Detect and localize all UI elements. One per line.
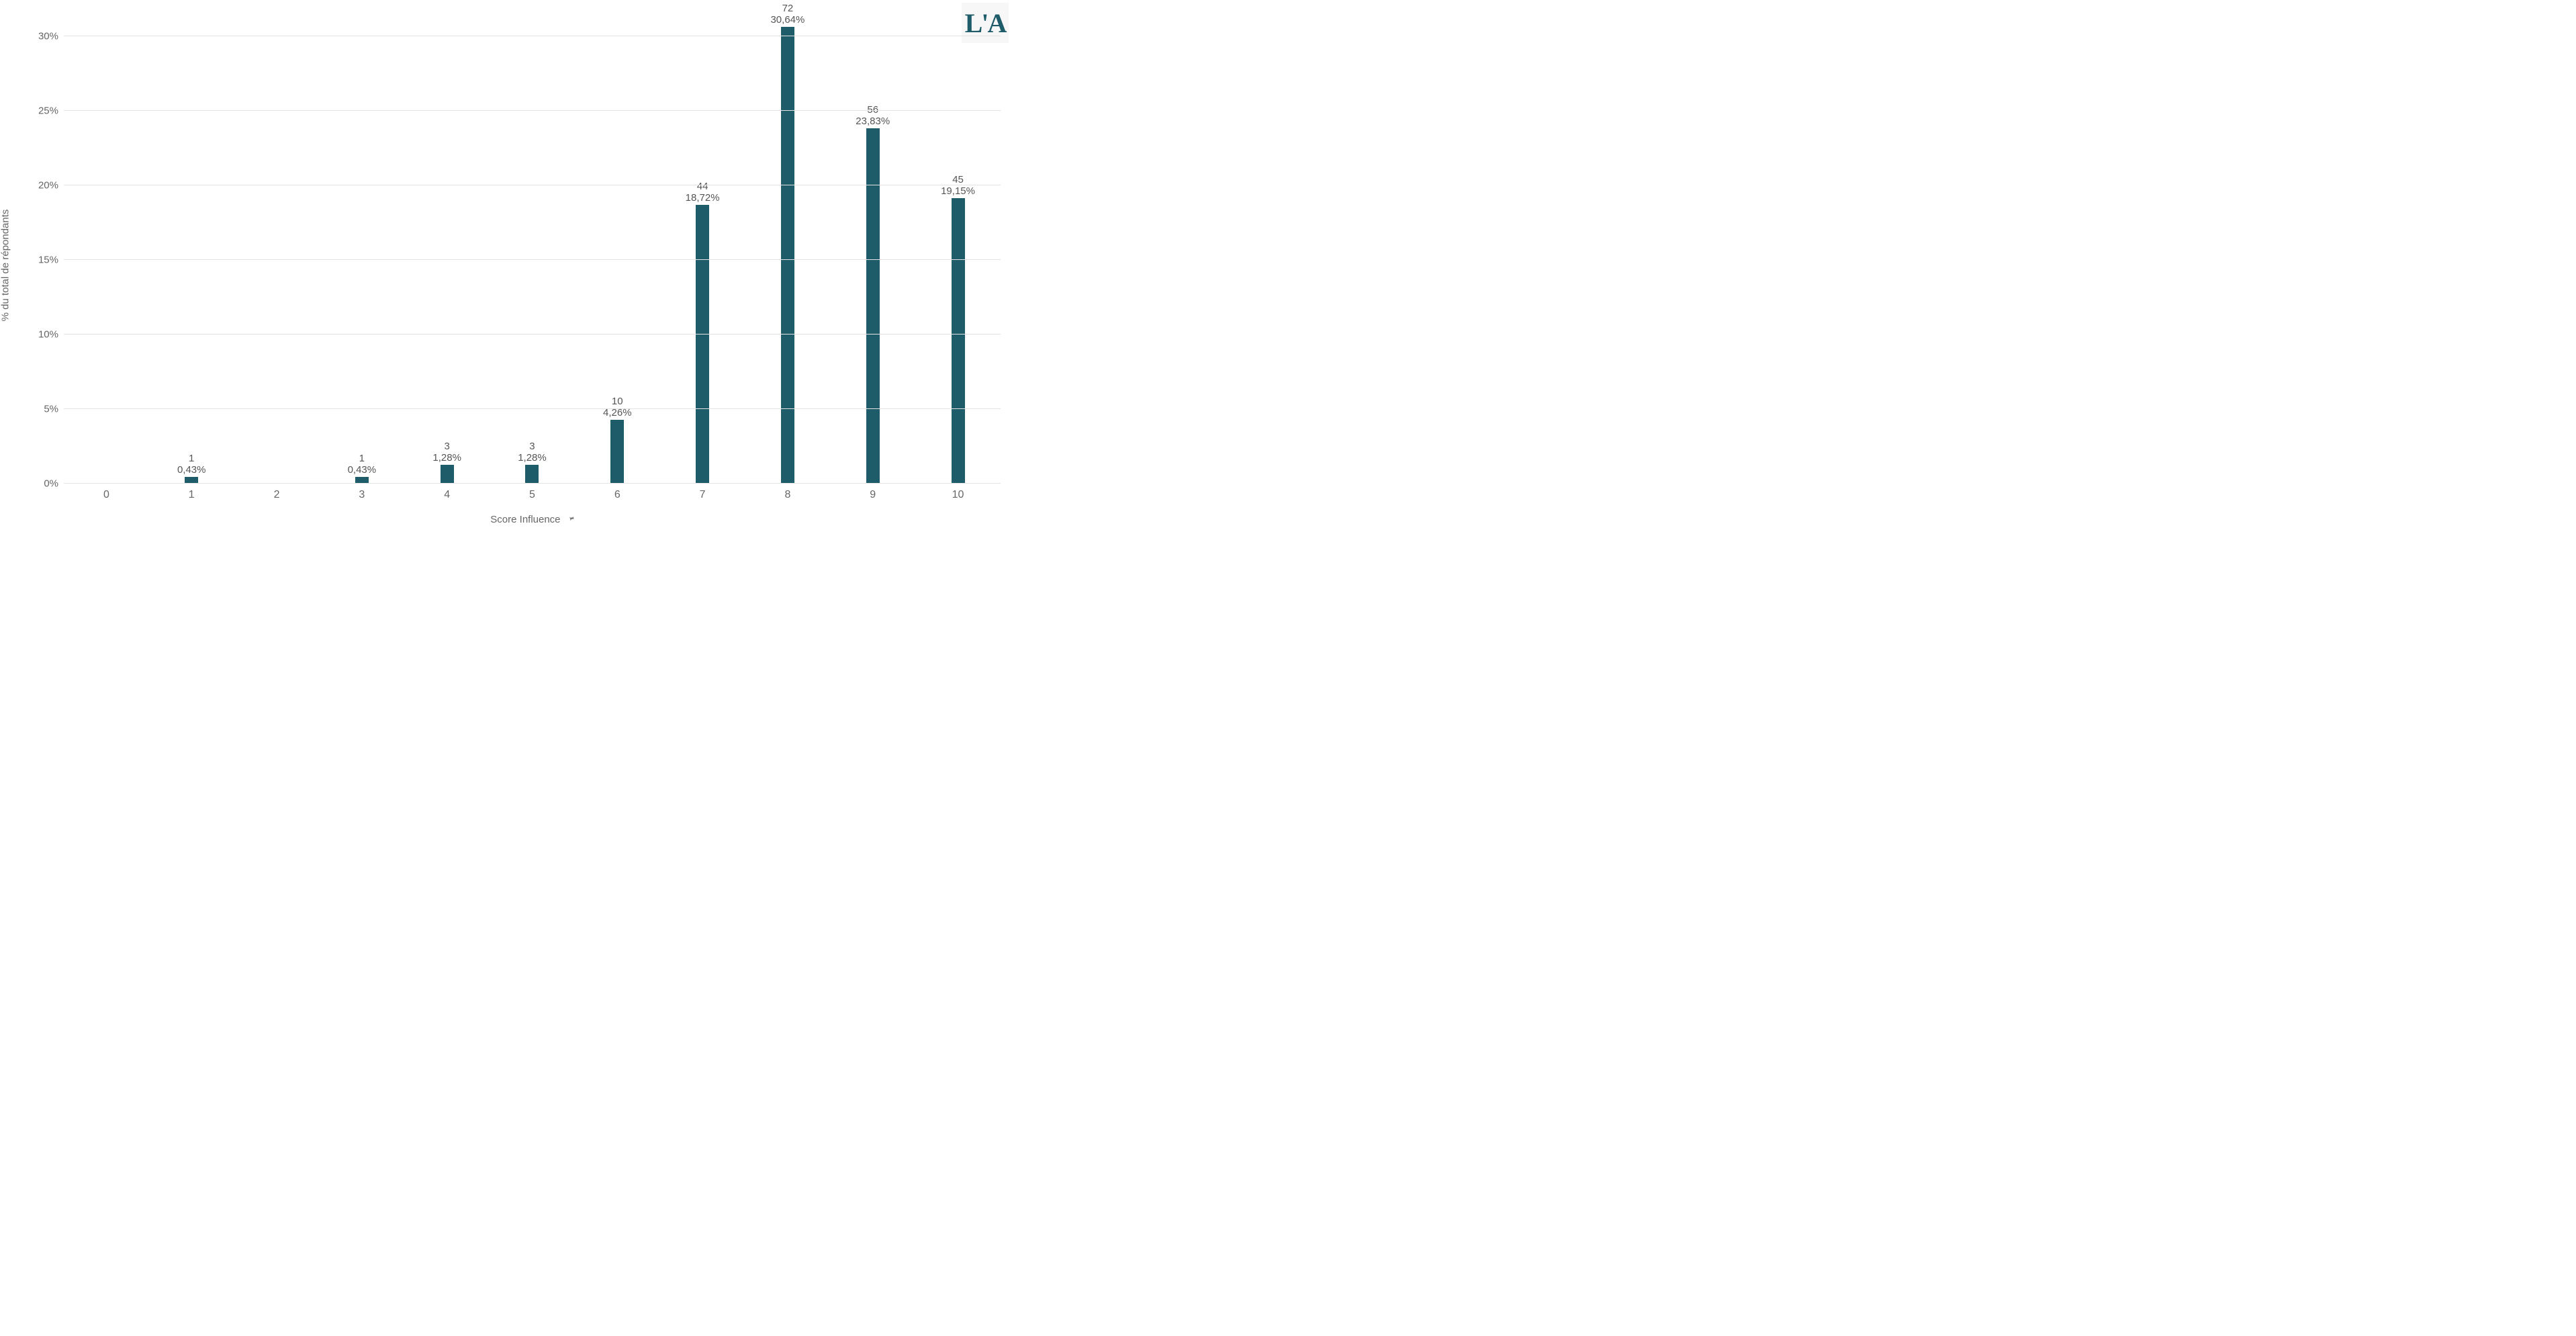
- plot-area: 010,43%1210,43%331,28%431,28%5104,26%644…: [64, 7, 1001, 484]
- y-tick-label: 5%: [44, 404, 64, 415]
- bar-column: 4418,72%7: [660, 7, 745, 484]
- bar-column: 5623,83%9: [830, 7, 915, 484]
- bar-value-label: 10,43%: [348, 453, 377, 477]
- x-axis-label-wrap: Score Influence: [64, 514, 1001, 525]
- x-tick-label: 4: [444, 484, 450, 501]
- x-tick-label: 2: [274, 484, 280, 501]
- bar: 104,26%: [610, 420, 624, 484]
- bar: 4519,15%: [952, 198, 965, 484]
- y-axis-label: % du total de répondants: [0, 210, 11, 322]
- x-tick-label: 10: [952, 484, 964, 501]
- x-axis-label: Score Influence: [490, 514, 560, 525]
- grid-line: [64, 334, 1001, 335]
- grid-line: [64, 408, 1001, 409]
- bar-count-label: 44: [686, 181, 720, 192]
- x-tick-label: 3: [359, 484, 365, 501]
- y-tick-label: 20%: [38, 180, 64, 191]
- bar-count-label: 10: [603, 396, 632, 407]
- bar-value-label: 4519,15%: [941, 174, 975, 198]
- bar: 5623,83%: [866, 128, 880, 484]
- bar-pct-label: 1,28%: [432, 452, 461, 463]
- grid-line: [64, 110, 1001, 111]
- y-tick-label: 15%: [38, 255, 64, 266]
- chart-container: L'A % du total de répondants 010,43%1210…: [0, 0, 1014, 531]
- x-tick-label: 9: [870, 484, 876, 501]
- bar-pct-label: 18,72%: [686, 192, 720, 204]
- bar: 31,28%: [525, 465, 539, 484]
- x-tick-label: 6: [614, 484, 620, 501]
- bar-count-label: 1: [177, 453, 206, 464]
- bar-count-label: 1: [348, 453, 377, 464]
- bar-column: 2: [234, 7, 320, 484]
- y-tick-label: 25%: [38, 105, 64, 117]
- bar-pct-label: 0,43%: [177, 464, 206, 476]
- grid-line: [64, 483, 1001, 484]
- bar-columns: 010,43%1210,43%331,28%431,28%5104,26%644…: [64, 7, 1001, 484]
- bar-column: 10,43%1: [149, 7, 234, 484]
- bar-count-label: 3: [432, 441, 461, 452]
- bar-value-label: 7230,64%: [770, 3, 804, 27]
- bar-pct-label: 19,15%: [941, 185, 975, 197]
- bar-count-label: 72: [770, 3, 804, 14]
- bar-column: 104,26%6: [575, 7, 660, 484]
- x-tick-label: 5: [529, 484, 535, 501]
- bar-value-label: 31,28%: [432, 441, 461, 465]
- bar-pct-label: 30,64%: [770, 14, 804, 26]
- bar-value-label: 4418,72%: [686, 181, 720, 205]
- x-tick-label: 8: [784, 484, 790, 501]
- plot-inner: 010,43%1210,43%331,28%431,28%5104,26%644…: [64, 7, 1001, 484]
- bar-pct-label: 1,28%: [518, 452, 547, 463]
- bar-count-label: 3: [518, 441, 547, 452]
- bar-value-label: 31,28%: [518, 441, 547, 465]
- x-tick-label: 1: [189, 484, 195, 501]
- bar-column: 31,28%4: [404, 7, 490, 484]
- x-tick-label: 0: [103, 484, 109, 501]
- bar-column: 10,43%3: [319, 7, 404, 484]
- bar-value-label: 10,43%: [177, 453, 206, 477]
- y-tick-label: 10%: [38, 329, 64, 341]
- bar: 4418,72%: [696, 205, 709, 484]
- y-tick-label: 30%: [38, 31, 64, 42]
- bar-count-label: 45: [941, 174, 975, 185]
- grid-line: [64, 259, 1001, 260]
- pin-icon: [564, 513, 576, 526]
- bar: 7230,64%: [781, 27, 794, 484]
- bar: 31,28%: [441, 465, 454, 484]
- y-tick-label: 0%: [44, 478, 64, 490]
- bar-column: 31,28%5: [490, 7, 575, 484]
- bar-pct-label: 23,83%: [856, 116, 890, 127]
- bar-value-label: 5623,83%: [856, 104, 890, 128]
- bar-pct-label: 0,43%: [348, 464, 377, 476]
- bar-column: 4519,15%10: [915, 7, 1001, 484]
- x-tick-label: 7: [700, 484, 706, 501]
- bar-column: 7230,64%8: [745, 7, 831, 484]
- bar-column: 0: [64, 7, 149, 484]
